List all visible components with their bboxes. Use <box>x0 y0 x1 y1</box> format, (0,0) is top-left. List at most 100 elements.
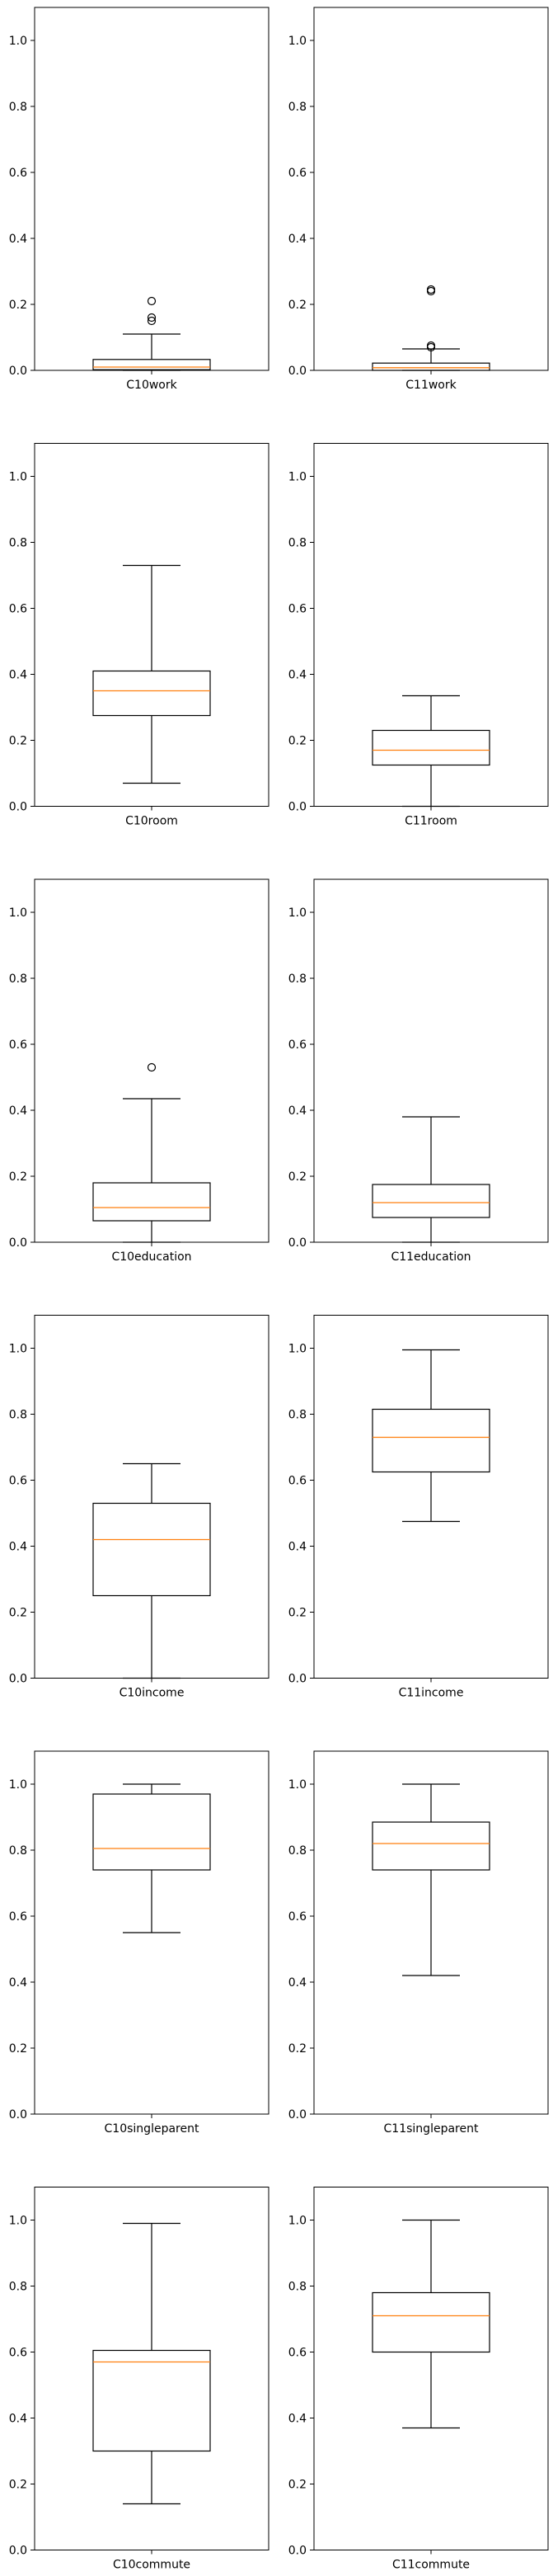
iqr-box <box>372 1408 490 1473</box>
subplot-C10room: 0.0 0.2 0.4 0.6 0.8 1.0 C10room <box>9 443 269 828</box>
y-tick-label: 0.0 <box>9 2545 27 2558</box>
axes-frame <box>34 878 269 1243</box>
y-tick-label: 0.2 <box>9 2042 27 2056</box>
y-tick-label: 0.4 <box>9 669 27 682</box>
y-tick-label: 1.0 <box>288 471 307 484</box>
y-tick-label: 0.0 <box>288 2108 307 2122</box>
x-category-label: C10room <box>125 815 178 828</box>
x-category-label: C10work <box>126 379 177 392</box>
y-tick-label: 0.4 <box>9 2413 27 2426</box>
y-tick-label: 1.0 <box>9 2215 27 2228</box>
x-category-label: C10singleparent <box>105 2122 199 2136</box>
y-tick-label: 0.4 <box>9 233 27 246</box>
y-tick-label: 0.6 <box>9 1910 27 1924</box>
outlier-point <box>147 313 157 323</box>
y-tick-label: 0.8 <box>9 101 27 114</box>
y-tick-label: 0.0 <box>288 1673 307 1686</box>
outlier-point <box>426 341 436 351</box>
y-tick-label: 0.8 <box>288 1409 307 1422</box>
y-tick-label: 0.4 <box>9 1976 27 1990</box>
y-tick-label: 0.0 <box>9 2108 27 2122</box>
iqr-box <box>92 359 211 370</box>
x-category-label: C11work <box>405 379 457 392</box>
y-tick-label: 0.6 <box>9 1475 27 1488</box>
subplot-C11education: 0.0 0.2 0.4 0.6 0.8 1.0 C11education <box>288 878 549 1264</box>
x-category-label: C10education <box>111 1250 191 1264</box>
y-tick-label: 0.4 <box>288 1541 307 1554</box>
iqr-box <box>92 1502 211 1597</box>
y-tick-label: 0.4 <box>9 1104 27 1118</box>
y-tick-label: 1.0 <box>9 1343 27 1356</box>
y-tick-label: 0.6 <box>288 1038 307 1052</box>
y-tick-label: 0.8 <box>9 1409 27 1422</box>
y-tick-label: 0.2 <box>9 2479 27 2492</box>
subplot-C11income: 0.0 0.2 0.4 0.6 0.8 1.0 C11income <box>288 1315 549 1700</box>
y-tick-label: 0.0 <box>9 1236 27 1250</box>
iqr-box <box>92 2349 211 2452</box>
y-tick-label: 0.8 <box>288 2281 307 2294</box>
x-category-label: C11room <box>405 815 457 828</box>
y-tick-label: 1.0 <box>288 1778 307 1792</box>
outlier-point <box>147 1062 157 1072</box>
outlier-point <box>147 296 157 306</box>
subplot-C11singleparent: 0.0 0.2 0.4 0.6 0.8 1.0 C11singleparent <box>288 1750 549 2136</box>
iqr-box <box>372 1184 490 1218</box>
y-tick-label: 0.6 <box>9 603 27 616</box>
y-tick-label: 0.2 <box>288 299 307 312</box>
y-tick-label: 0.8 <box>288 537 307 550</box>
y-tick-label: 0.2 <box>288 1170 307 1184</box>
y-tick-label: 0.8 <box>9 1844 27 1858</box>
x-category-label: C10income <box>120 1687 185 1700</box>
axes-frame <box>34 7 269 371</box>
y-tick-label: 0.4 <box>9 1541 27 1554</box>
y-tick-label: 0.0 <box>288 365 307 378</box>
y-tick-label: 1.0 <box>9 907 27 920</box>
y-tick-label: 0.8 <box>288 972 307 986</box>
y-tick-label: 0.0 <box>9 1673 27 1686</box>
axes-frame <box>313 443 549 807</box>
y-tick-label: 0.0 <box>9 801 27 814</box>
outlier-point <box>426 286 436 296</box>
iqr-box <box>372 2291 490 2353</box>
x-category-label: C11commute <box>392 2559 470 2572</box>
y-tick-label: 0.8 <box>288 101 307 114</box>
y-tick-label: 0.2 <box>288 2479 307 2492</box>
outlier-point <box>426 285 436 294</box>
axes-frame <box>313 7 549 371</box>
y-tick-label: 0.4 <box>288 1104 307 1118</box>
subplot-C11work: 0.0 0.2 0.4 0.6 0.8 1.0 C11work <box>288 7 549 392</box>
y-tick-label: 0.4 <box>288 233 307 246</box>
subplot-C10income: 0.0 0.2 0.4 0.6 0.8 1.0 C10income <box>9 1315 269 1700</box>
y-tick-label: 0.8 <box>9 972 27 986</box>
subplot-C10singleparent: 0.0 0.2 0.4 0.6 0.8 1.0 C10singleparent <box>9 1750 269 2136</box>
subplot-C10education: 0.0 0.2 0.4 0.6 0.8 1.0 C10education <box>9 878 269 1264</box>
y-tick-label: 0.8 <box>9 2281 27 2294</box>
y-tick-label: 0.8 <box>288 1844 307 1858</box>
subplot-C11commute: 0.0 0.2 0.4 0.6 0.8 1.0 C11commute <box>288 2187 549 2572</box>
y-tick-label: 0.0 <box>288 801 307 814</box>
y-tick-label: 0.8 <box>9 537 27 550</box>
iqr-box <box>372 729 490 766</box>
y-tick-label: 0.2 <box>288 735 307 748</box>
y-tick-label: 0.2 <box>288 2042 307 2056</box>
y-tick-label: 0.6 <box>288 603 307 616</box>
y-tick-label: 1.0 <box>288 2215 307 2228</box>
x-category-label: C11education <box>391 1250 471 1264</box>
x-category-label: C10commute <box>113 2559 190 2572</box>
y-tick-label: 0.6 <box>9 2347 27 2360</box>
y-tick-label: 0.0 <box>288 2545 307 2558</box>
y-tick-label: 1.0 <box>288 1343 307 1356</box>
y-tick-label: 0.6 <box>288 2347 307 2360</box>
axes-frame <box>313 878 549 1243</box>
x-category-label: C11singleparent <box>384 2122 479 2136</box>
y-tick-label: 0.2 <box>9 735 27 748</box>
y-tick-label: 0.6 <box>9 1038 27 1052</box>
y-tick-label: 0.6 <box>288 1910 307 1924</box>
iqr-box <box>92 1793 211 1871</box>
subplot-C10work: 0.0 0.2 0.4 0.6 0.8 1.0 C10work <box>9 7 269 392</box>
subplot-C11room: 0.0 0.2 0.4 0.6 0.8 1.0 C11room <box>288 443 549 828</box>
y-tick-label: 0.2 <box>9 1607 27 1620</box>
y-tick-label: 0.6 <box>288 167 307 180</box>
y-tick-label: 0.4 <box>288 669 307 682</box>
